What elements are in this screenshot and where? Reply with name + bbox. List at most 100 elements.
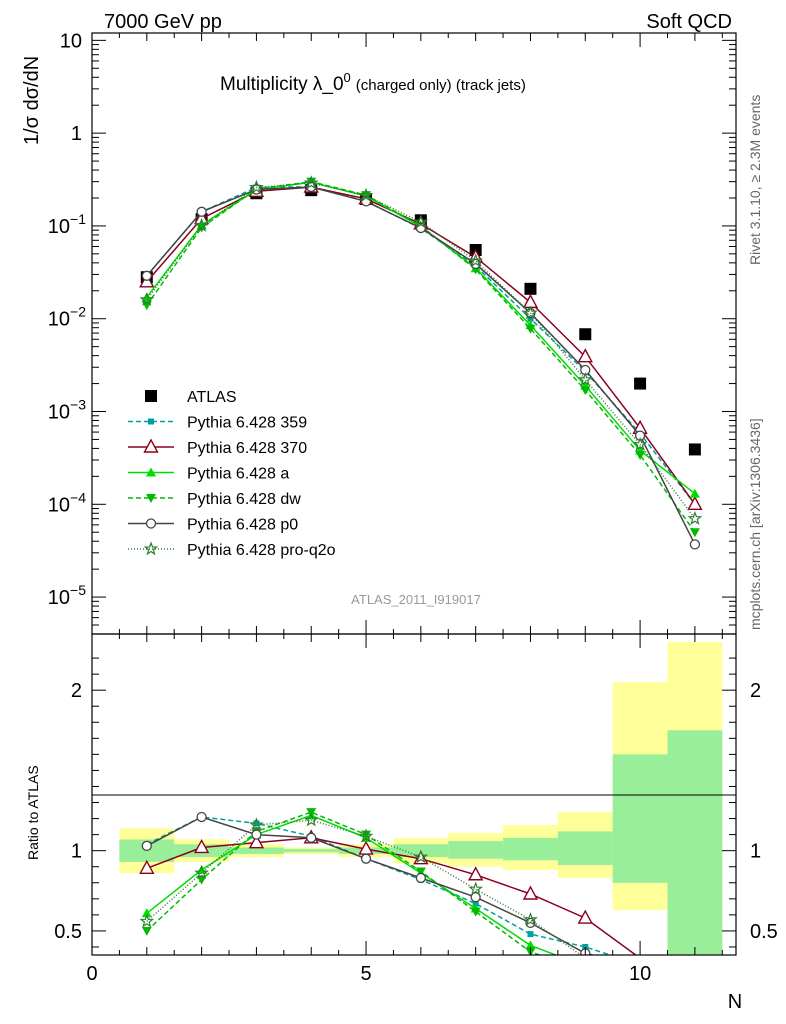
ratio-uncertainty-bands: [119, 642, 723, 955]
legend-item-2: Pythia 6.428 370: [128, 438, 307, 457]
band-inner-7: [448, 841, 504, 859]
ratio-point-5-7: [468, 881, 484, 896]
legend-item-5: Pythia 6.428 p0: [128, 517, 298, 534]
ytick-label: 1: [71, 123, 82, 145]
point-6-10: [632, 436, 648, 451]
ratio-ytick-label-left: 1: [71, 841, 82, 863]
ytick-label: 10−1: [48, 211, 86, 238]
band-inner-9: [557, 831, 613, 866]
ratio-ytick-label-right: 0.5: [750, 921, 778, 943]
point-0-11: [688, 443, 701, 456]
ratio-point-4-5: [360, 853, 372, 864]
legend-item-3: Pythia 6.428 a: [128, 466, 289, 483]
legend-label: Pythia 6.428 dw: [187, 491, 301, 508]
ratio-point-5-2: [194, 865, 209, 880]
ratio-point-4-2: [196, 811, 207, 823]
ratio-panel-series: [139, 808, 637, 955]
ratio-point-1-1: [139, 859, 155, 875]
legend-label: Pythia 6.428 p0: [187, 517, 298, 534]
ratio-ytick-label-right: 2: [750, 680, 761, 702]
ratio-point-4-4: [306, 832, 317, 843]
point-4-8: [525, 324, 536, 334]
point-6-4: [303, 175, 319, 190]
ratio-ytick-label-left: 2: [71, 680, 82, 702]
series-6: [139, 175, 703, 525]
ratio-point-3-7: [470, 907, 481, 917]
ratio-point-5-3: [249, 817, 264, 832]
ratio-point-1-3: [248, 834, 265, 849]
point-6-11: [687, 511, 703, 525]
band-inner-3: [229, 847, 284, 854]
legend-marker: [145, 390, 157, 402]
ratio-point-5-6: [413, 849, 429, 864]
ratio-point-0-3: [253, 820, 260, 827]
point-6-6: [413, 214, 429, 229]
legend-marker: [145, 518, 157, 529]
point-0-10: [634, 377, 647, 390]
top-ylabel: 1/σ dσ/dN: [21, 56, 43, 145]
legend-label: Pythia 6.428 pro-q2o: [187, 542, 336, 559]
band-inner-10: [612, 754, 668, 883]
ratio-point-4-6: [415, 872, 427, 884]
xtick-label: 0: [86, 963, 97, 985]
point-5-1: [141, 270, 152, 281]
bottom-ylabel: Ratio to ATLAS: [25, 765, 41, 860]
ratio-point-1-7: [467, 866, 484, 881]
legend-label: Pythia 6.428 370: [187, 440, 307, 457]
ratio-panel-frame: [91, 633, 737, 956]
legend-marker: [143, 541, 159, 556]
axes: 0 5 10 10 1 10−1 10−2 10−3 10−4 10−5 0.5 0.5 1 1 2 2: [48, 30, 778, 985]
ratio-point-2-8: [525, 940, 536, 950]
legend: ATLAS Pythia 6.428 359 Pythia 6.428 370 Pyt…: [128, 389, 336, 559]
ytick-label: 10−3: [48, 396, 86, 423]
band-inner-4: [283, 849, 339, 853]
ratio-point-3-1: [141, 926, 152, 936]
ratio-series-5: [139, 812, 583, 955]
ratio-point-4-1: [141, 840, 152, 852]
point-3-11: [689, 488, 700, 498]
ytick-label: 10−5: [48, 582, 86, 609]
ytick-label: 10: [60, 30, 82, 52]
analysis-watermark: ATLAS_2011_I919017: [351, 592, 481, 607]
process-label: Soft QCD: [646, 11, 732, 33]
energy-label: 7000 GeV pp: [104, 11, 222, 33]
ratio-point-3-6: [415, 867, 426, 877]
ratio-series-4: [141, 811, 596, 955]
ratio-point-0-9: [582, 943, 589, 950]
legend-item-6: Pythia 6.428 pro-q2o: [128, 541, 336, 559]
point-0-8: [524, 282, 537, 295]
point-6-5: [358, 187, 374, 202]
ratio-point-1-9: [577, 909, 593, 924]
xtick-label: 5: [360, 963, 371, 985]
ratio-point-1-8: [522, 885, 539, 900]
ratio-ytick-label-right: 1: [750, 841, 761, 863]
x-axis-label: N: [728, 991, 742, 1013]
point-4-10: [635, 450, 646, 460]
title-main: Multiplicity λ_0: [220, 74, 344, 95]
ratio-point-5-4: [303, 812, 319, 827]
ratio-point-5-1: [139, 913, 155, 928]
ratio-ytick-label-left: 0.5: [54, 921, 82, 943]
point-4-9: [580, 386, 591, 396]
point-6-2: [194, 217, 209, 232]
point-1-8: [527, 315, 534, 322]
ratio-point-2-1: [141, 908, 152, 918]
point-2-11: [687, 495, 703, 510]
point-6-8: [523, 305, 538, 320]
chart-title: Multiplicity λ_00 (charged only) (track j…: [220, 70, 526, 95]
ratio-point-1-2: [193, 838, 210, 854]
legend-marker: [143, 438, 159, 453]
top-panel-series: [139, 175, 703, 550]
legend-marker: [146, 494, 156, 503]
legend-item-0: ATLAS: [145, 389, 237, 406]
point-2-9: [577, 348, 593, 363]
legend-item-1: Pythia 6.428 359: [128, 415, 307, 432]
legend-label: ATLAS: [187, 389, 237, 406]
ratio-point-4-3: [251, 829, 262, 840]
ratio-point-4-7: [470, 892, 481, 903]
ratio-point-3-5: [361, 830, 372, 840]
ratio-point-0-8: [527, 931, 534, 938]
point-6-3: [249, 179, 264, 194]
point-5-2: [196, 206, 207, 217]
